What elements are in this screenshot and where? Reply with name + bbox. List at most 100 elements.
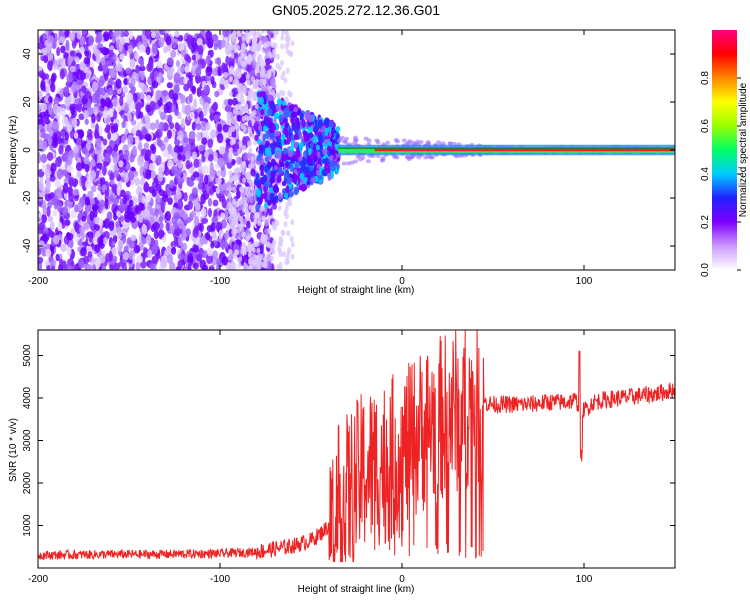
heatmap-cell [38, 233, 41, 241]
heatmap-cell [175, 59, 180, 68]
heatmap-cell [246, 186, 251, 193]
heatmap-cell [154, 131, 160, 139]
heatmap-cell [260, 108, 265, 116]
heatmap-cell [166, 69, 174, 77]
heatmap-cell [181, 230, 187, 241]
heatmap-cell [71, 117, 78, 128]
heatmap-cell [95, 144, 102, 156]
heatmap-cell [273, 165, 278, 171]
heatmap-cell [161, 194, 169, 203]
heatmap-cell [254, 178, 260, 185]
heatmap-cell [217, 157, 225, 168]
heatmap-cell [317, 134, 324, 142]
heatmap-cell [262, 60, 267, 67]
heatmap-cell [74, 56, 80, 63]
heatmap-cell [119, 95, 124, 107]
heatmap-cell [200, 207, 207, 218]
heatmap-cell [243, 202, 248, 209]
heatmap-cell [232, 30, 237, 36]
heatmap-cell [149, 100, 156, 111]
heatmap-cell [160, 105, 165, 113]
heatmap-cell [227, 119, 232, 126]
heatmap-cell [235, 44, 240, 51]
heatmap-cell [353, 138, 359, 143]
heatmap-cell [287, 247, 292, 254]
heatmap-cell [331, 141, 336, 151]
heatmap-cell [288, 91, 293, 98]
heatmap-cell [257, 220, 262, 227]
heatmap-cell [138, 192, 143, 203]
heatmap-cell [66, 73, 74, 83]
heatmap-cell [82, 30, 87, 36]
heatmap-cell [104, 97, 112, 108]
heatmap-cell [89, 210, 95, 222]
heatmap-cell [219, 77, 225, 85]
heatmap-cell [189, 131, 196, 140]
heatmap-cell [148, 162, 156, 171]
heatmap-cell [232, 217, 237, 224]
heatmap-cell [149, 143, 156, 152]
heatmap-cell [158, 215, 164, 223]
heatmap-cell [160, 144, 165, 152]
heatmap-cell [50, 162, 57, 173]
heatmap-cell [106, 60, 112, 67]
heatmap-cell [151, 189, 157, 198]
heatmap-cell [146, 63, 153, 72]
heatmap-cell [122, 195, 127, 205]
heatmap-cell [71, 85, 77, 93]
heatmap-cell [177, 235, 183, 247]
heatmap-cell [75, 79, 82, 86]
heatmap-cell [81, 175, 86, 187]
heatmap-cell [196, 131, 202, 142]
heatmap-cell [84, 118, 89, 125]
heatmap-cell [303, 176, 308, 183]
heatmap-cell [68, 192, 74, 202]
heatmap-cell [284, 123, 289, 129]
heatmap-cell [157, 171, 164, 182]
heatmap-cell [60, 45, 66, 54]
heatmap-cell [61, 116, 69, 128]
heatmap-cell [183, 137, 190, 144]
signal-peak-line [374, 148, 675, 152]
heatmap-cell [110, 67, 117, 79]
heatmap-cell [58, 258, 64, 265]
heatmap-cell [63, 86, 69, 93]
heatmap-cell [116, 210, 122, 218]
heatmap-cell [254, 241, 259, 248]
heatmap-cell [277, 192, 282, 201]
heatmap-cell [247, 241, 252, 248]
heatmap-cell [301, 119, 306, 128]
bottom-axis-ticks: -200 -100 0 100 1000 2000 3000 4000 5000 [22, 330, 675, 585]
heatmap-cell [231, 138, 236, 145]
heatmap-cell [275, 92, 280, 99]
heatmap-cell [190, 141, 196, 152]
heatmap-cell [87, 35, 94, 46]
heatmap-cell [264, 58, 271, 65]
heatmap-cell [149, 216, 155, 225]
heatmap-cell [193, 158, 200, 168]
y-tick-label: 40 [22, 48, 33, 60]
heatmap-cell [124, 149, 130, 158]
heatmap-cell [95, 162, 103, 169]
heatmap-cell [205, 66, 213, 77]
heatmap-cell [294, 162, 300, 169]
heatmap-cell [108, 221, 115, 231]
heatmap-cell [281, 133, 286, 140]
heatmap-cell [92, 81, 98, 93]
heatmap-cell [222, 30, 230, 38]
heatmap-cell [94, 244, 101, 253]
heatmap-cell [45, 243, 52, 250]
heatmap-cell [328, 120, 334, 129]
heatmap-cell [239, 186, 244, 193]
heatmap-cell [85, 196, 90, 205]
heatmap-cell [293, 186, 299, 196]
heatmap-cell [248, 30, 253, 36]
heatmap-cell [47, 136, 53, 146]
heatmap-cell [183, 192, 188, 202]
heatmap-cell [180, 242, 188, 251]
heatmap-cell [276, 149, 281, 157]
heatmap-cell [143, 246, 148, 255]
heatmap-cell [261, 177, 266, 184]
heatmap-cell [248, 204, 253, 211]
heatmap-cell [267, 227, 272, 234]
